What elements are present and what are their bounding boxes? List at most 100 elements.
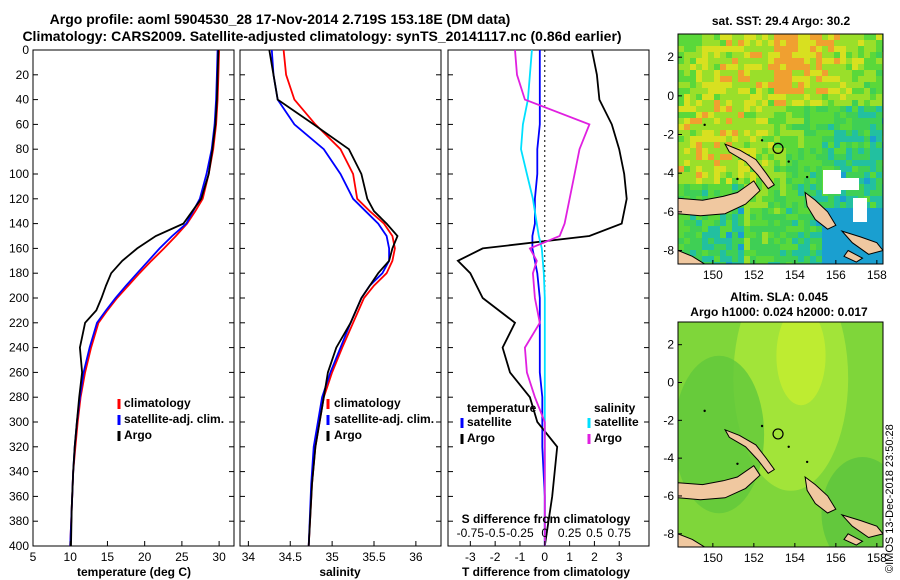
- sst-cell: [810, 136, 817, 143]
- sst-cell: [846, 220, 853, 227]
- cloud-mask: [853, 198, 867, 222]
- sst-cell: [756, 130, 763, 137]
- sst-cell: [834, 208, 841, 215]
- sst-cell: [816, 82, 823, 89]
- sst-cell: [816, 136, 823, 143]
- sst-cell: [708, 190, 715, 197]
- sst-cell: [864, 52, 871, 59]
- sst-cell: [834, 40, 841, 47]
- sst-cell: [702, 118, 709, 125]
- sst-cell: [822, 202, 829, 209]
- sst-cell: [702, 178, 709, 185]
- sst-cell: [786, 244, 793, 251]
- sst-cell: [834, 106, 841, 113]
- x-tick-label: 36: [409, 550, 423, 564]
- sst-cell: [780, 166, 787, 173]
- sst-cell: [810, 46, 817, 53]
- sst-cell: [804, 46, 811, 53]
- sst-cell: [738, 76, 745, 83]
- sst-cell: [780, 124, 787, 131]
- y-tick-label: 20: [16, 68, 30, 82]
- sst-cell: [762, 58, 769, 65]
- sst-cell: [804, 166, 811, 173]
- sst-cell: [714, 112, 721, 119]
- sst-cell: [774, 40, 781, 47]
- sst-cell: [834, 250, 841, 257]
- sst-cell: [756, 238, 763, 245]
- sst-cell: [822, 88, 829, 95]
- sst-cell: [876, 214, 883, 221]
- sst-cell: [732, 160, 739, 167]
- sst-cell: [828, 262, 835, 264]
- sst-cell: [840, 208, 847, 215]
- sst-cell: [834, 148, 841, 155]
- sst-cell: [756, 202, 763, 209]
- sst-cell: [786, 118, 793, 125]
- sst-cell: [804, 256, 811, 263]
- sst-cell: [702, 238, 709, 245]
- sst-cell: [786, 214, 793, 221]
- sst-cell: [708, 262, 715, 264]
- sst-cell: [684, 64, 691, 71]
- sst-cell: [780, 238, 787, 245]
- sst-cell: [768, 250, 775, 257]
- sst-cell: [816, 178, 823, 185]
- sst-cell: [762, 106, 769, 113]
- sst-cell: [786, 172, 793, 179]
- sst-cell: [792, 52, 799, 59]
- sst-cell: [756, 112, 763, 119]
- sst-cell: [768, 160, 775, 167]
- sst-cell: [780, 118, 787, 125]
- sst-cell: [744, 82, 751, 89]
- sst-cell: [840, 172, 847, 179]
- sst-cell: [828, 160, 835, 167]
- islet: [736, 462, 739, 466]
- sst-cell: [774, 52, 781, 59]
- sst-cell: [690, 172, 697, 179]
- sst-cell: [792, 34, 799, 41]
- x-tick-label: -2: [490, 550, 501, 564]
- sst-cell: [798, 118, 805, 125]
- sst-cell: [738, 88, 745, 95]
- sst-cell: [792, 100, 799, 107]
- sst-cell: [690, 124, 697, 131]
- sst-cell: [678, 112, 685, 119]
- legend-label: climatology: [334, 396, 401, 410]
- sst-cell: [714, 52, 721, 59]
- x-tick-label: 156: [826, 551, 846, 565]
- sst-cell: [678, 70, 685, 77]
- sst-cell: [876, 124, 883, 131]
- sst-cell: [828, 82, 835, 89]
- sst-cell: [846, 52, 853, 59]
- sst-cell: [762, 250, 769, 257]
- sst-cell: [726, 160, 733, 167]
- x-tick-label: 10: [64, 550, 78, 564]
- sst-cell: [816, 154, 823, 161]
- sst-cell: [828, 244, 835, 251]
- sst-cell: [780, 244, 787, 251]
- sst-cell: [816, 226, 823, 233]
- sst-cell: [696, 196, 703, 203]
- sst-cell: [720, 82, 727, 89]
- sst-cell: [768, 106, 775, 113]
- sst-cell: [756, 148, 763, 155]
- sst-cell: [798, 34, 805, 41]
- sst-cell: [816, 46, 823, 53]
- sst-cell: [822, 244, 829, 251]
- sst-cell: [702, 88, 709, 95]
- sst-cell: [744, 64, 751, 71]
- sst-cell: [828, 202, 835, 209]
- sst-cell: [798, 40, 805, 47]
- sst-cell: [714, 76, 721, 83]
- sst-cell: [696, 154, 703, 161]
- sst-cell: [762, 70, 769, 77]
- sst-cell: [702, 142, 709, 149]
- sst-cell: [732, 112, 739, 119]
- sst-cell: [756, 178, 763, 185]
- series-line-salinity-satellite: [520, 49, 546, 546]
- sst-cell: [768, 118, 775, 125]
- sst-cell: [870, 58, 877, 65]
- sst-cell: [678, 226, 685, 233]
- sst-cell: [876, 130, 883, 137]
- sst-cell: [804, 100, 811, 107]
